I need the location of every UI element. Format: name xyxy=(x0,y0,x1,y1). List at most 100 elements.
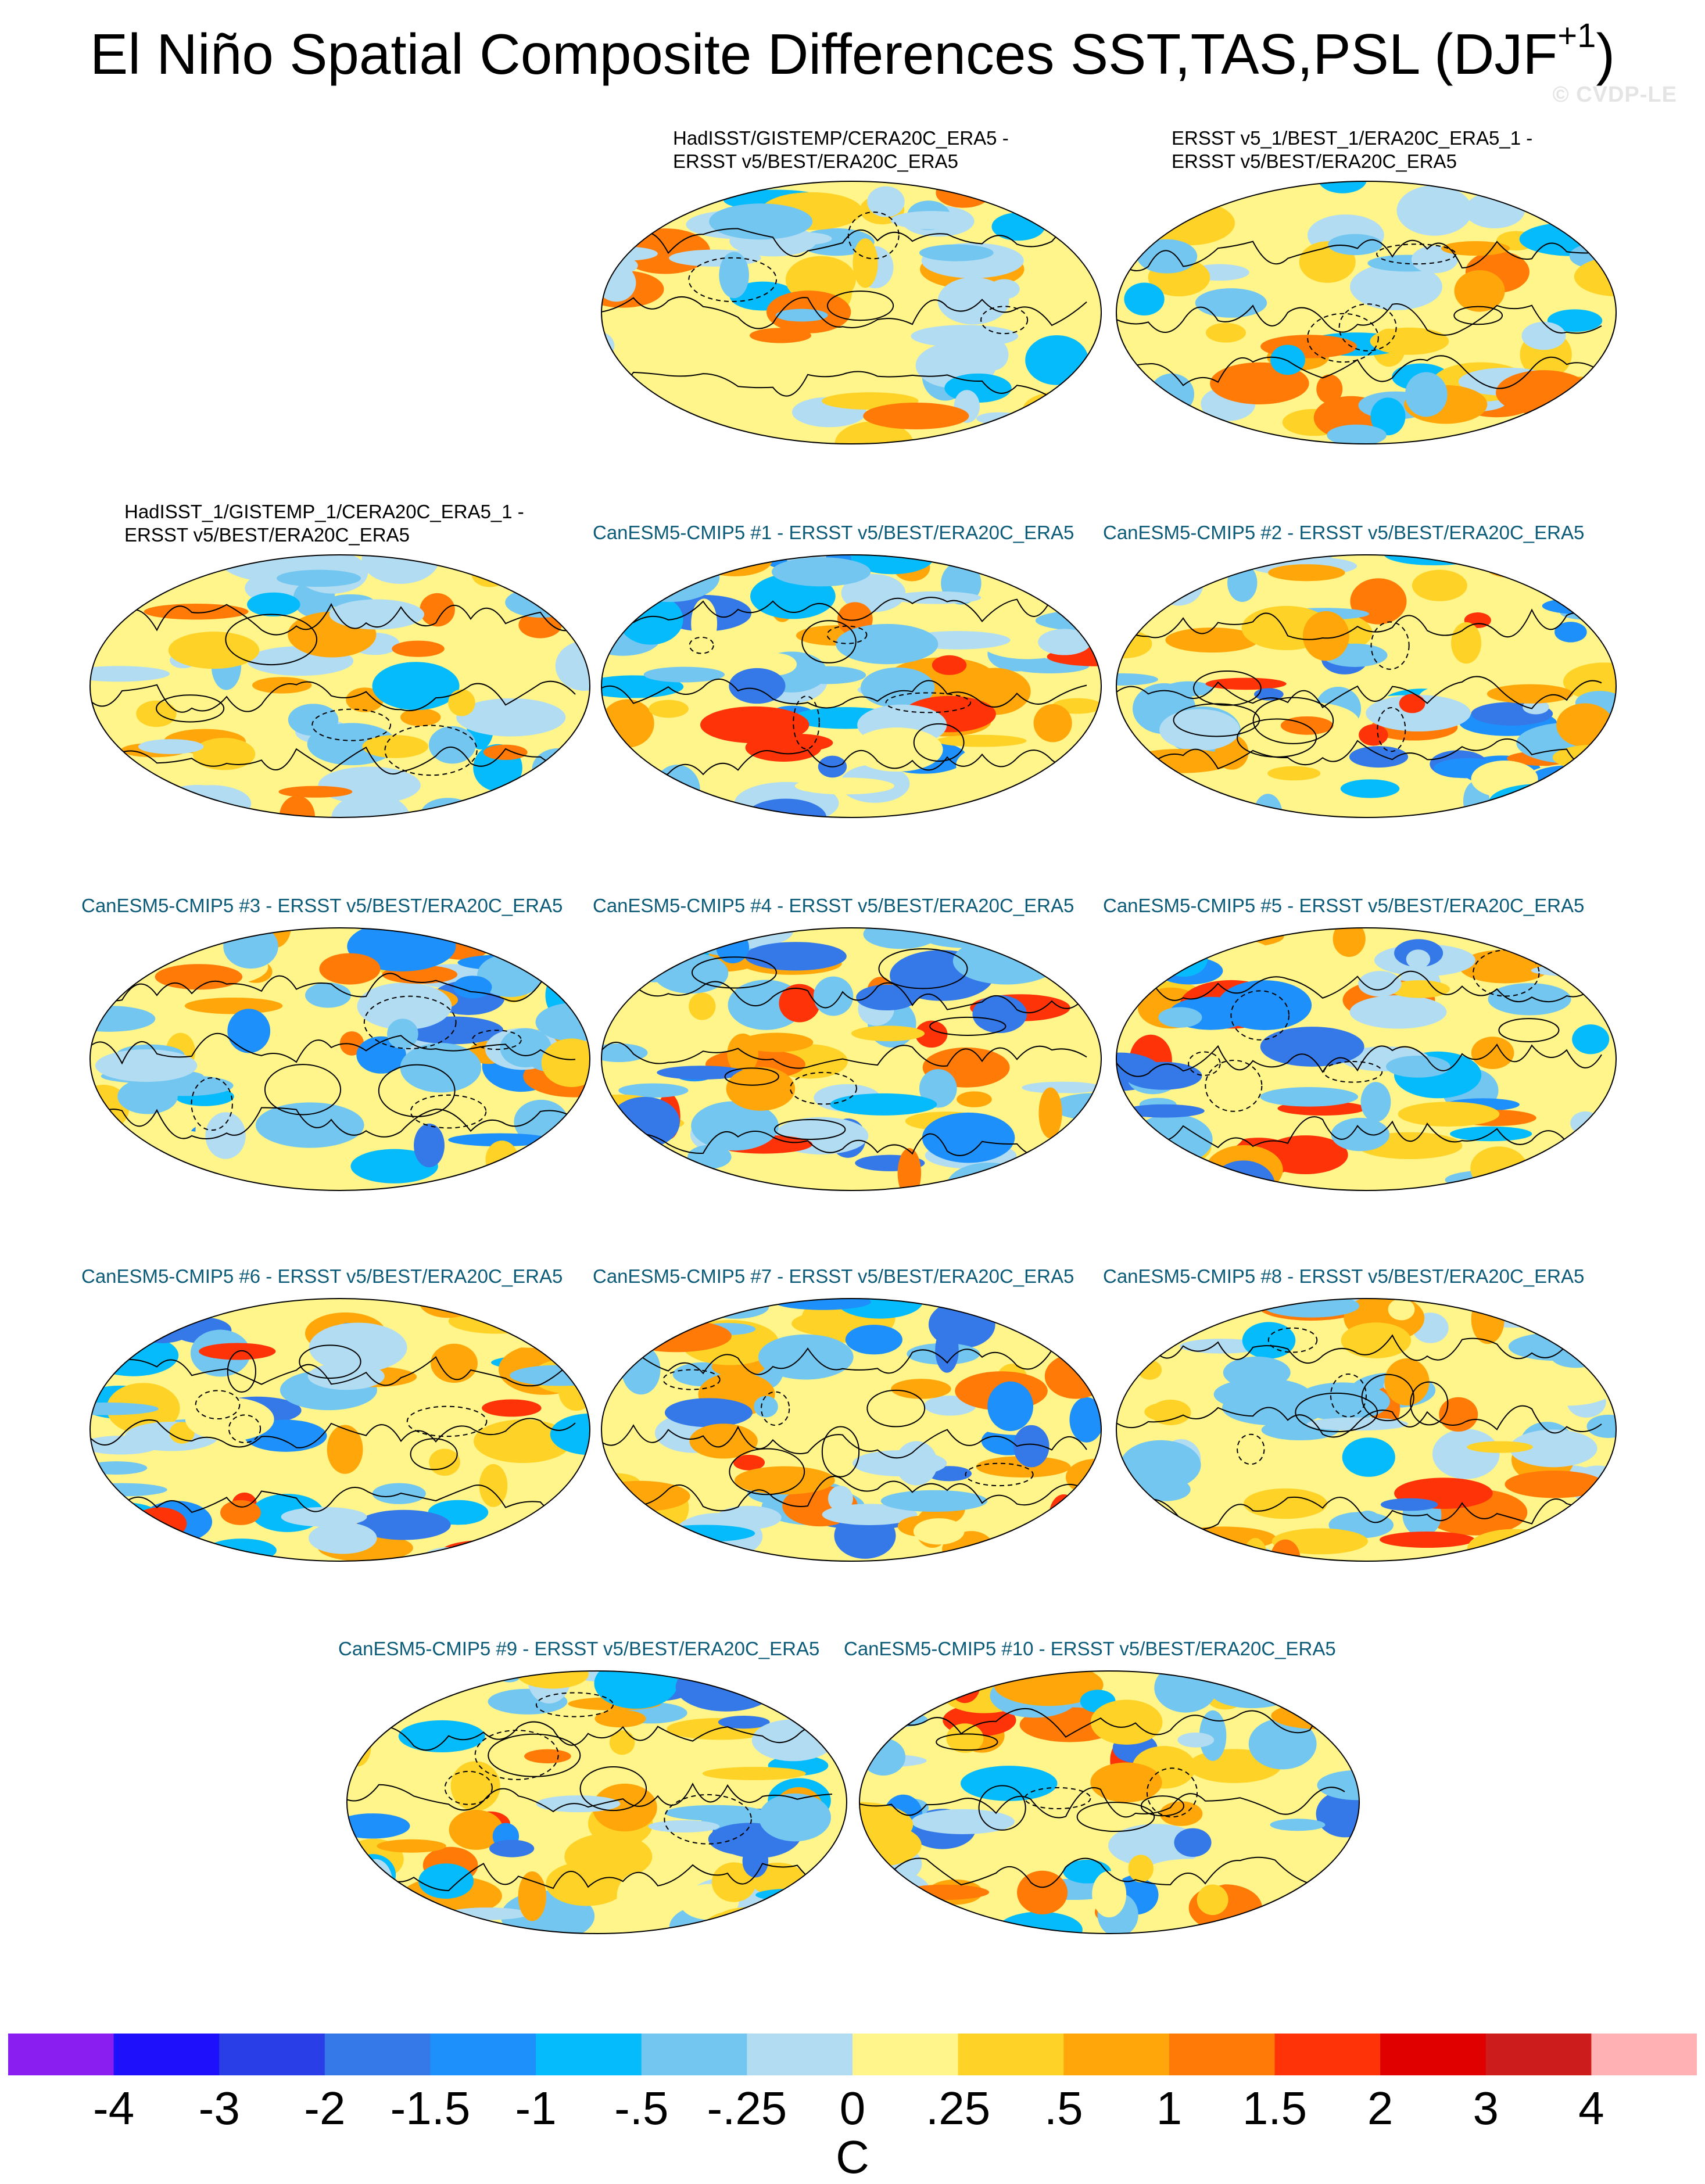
psl-contour xyxy=(1330,1373,1367,1418)
anomaly-patch xyxy=(863,402,969,429)
anomaly-patch xyxy=(1124,282,1165,316)
composite-map xyxy=(601,927,1102,1191)
anomaly-patch xyxy=(860,667,935,708)
anomaly-patch xyxy=(1199,1710,1227,1761)
psl-contour xyxy=(978,1785,1026,1831)
anomaly-patch xyxy=(1486,684,1573,704)
psl-contour xyxy=(859,1787,1345,1819)
anomaly-patch xyxy=(1527,1538,1573,1561)
panel-title-line-1: HadISST_1/GISTEMP_1/CERA20C_ERA5_1 - xyxy=(124,501,524,522)
anomaly-patch xyxy=(771,557,871,587)
anomaly-patch xyxy=(483,928,522,950)
anomaly-patch xyxy=(1124,1061,1202,1090)
anomaly-patch xyxy=(1188,1378,1215,1429)
anomaly-patch xyxy=(744,942,847,971)
anomaly-patch xyxy=(1025,335,1088,385)
anomaly-patch xyxy=(117,1078,178,1114)
anomaly-patch xyxy=(1574,257,1616,297)
anomaly-patch xyxy=(1328,234,1383,256)
anomaly-patch xyxy=(952,937,1060,985)
anomaly-patch xyxy=(1228,1677,1325,1691)
anomaly-patch xyxy=(1496,370,1592,415)
psl-contour xyxy=(90,746,576,775)
anomaly-patch xyxy=(1223,1356,1291,1389)
anomaly-patch xyxy=(751,1719,834,1762)
map-outline xyxy=(89,927,590,1191)
psl-contour xyxy=(859,1856,1345,1888)
anomaly-patch xyxy=(1411,246,1458,274)
anomaly-patch xyxy=(830,1093,937,1116)
anomaly-patch xyxy=(1370,397,1406,436)
anomaly-patch xyxy=(1017,1870,1068,1914)
psl-contour xyxy=(691,956,777,989)
anomaly-patch xyxy=(1253,1908,1330,1932)
psl-contour xyxy=(1116,738,1602,770)
anomaly-patch xyxy=(822,1504,918,1526)
anomaly-patch xyxy=(601,699,654,748)
anomaly-patch xyxy=(828,1486,853,1512)
colorbar-swatch xyxy=(536,2034,642,2075)
panel-title: CanESM5-CMIP5 #9 - ERSST v5/BEST/ERA20C_… xyxy=(338,1638,820,1659)
anomaly-patch xyxy=(851,555,934,575)
colorbar-swatch xyxy=(219,2034,325,2075)
anomaly-patch xyxy=(1128,181,1216,190)
psl-contour xyxy=(790,1071,857,1105)
psl-contour xyxy=(1323,1061,1383,1083)
anomaly-patch xyxy=(851,1025,925,1042)
anomaly-patch xyxy=(227,1009,271,1053)
anomaly-patch xyxy=(136,808,204,817)
psl-contour xyxy=(761,1391,790,1426)
anomaly-patch xyxy=(1509,1429,1597,1468)
anomaly-patch xyxy=(1573,1514,1616,1561)
anomaly-patch xyxy=(859,1912,912,1934)
anomaly-patch xyxy=(972,995,1027,1034)
anomaly-patch xyxy=(90,928,181,959)
anomaly-patch xyxy=(1268,564,1345,582)
composite-map xyxy=(1116,1298,1617,1562)
composite-map xyxy=(1116,554,1617,818)
psl-contour xyxy=(601,371,1087,399)
psl-contour xyxy=(363,995,457,1049)
anomaly-patch xyxy=(1194,928,1284,948)
title-superscript: +1 xyxy=(1557,17,1596,55)
anomaly-patch xyxy=(621,555,720,603)
colorbar-swatch xyxy=(1485,2034,1592,2075)
psl-contour xyxy=(1252,697,1334,744)
anomaly-patch xyxy=(357,982,452,1030)
anomaly-patch xyxy=(1181,1671,1239,1679)
anomaly-patch xyxy=(1176,181,1241,192)
composite-map xyxy=(859,1670,1360,1934)
panel-title: HadISST/GISTEMP/CERA20C_ERA5 - ERSST v5/… xyxy=(673,127,1009,173)
psl-contour xyxy=(601,296,1087,329)
psl-contour xyxy=(826,625,868,644)
anomaly-patch xyxy=(1432,1429,1500,1479)
anomaly-patch xyxy=(643,666,725,683)
watermark: © CVDP-LE xyxy=(1552,83,1677,107)
anomaly-patch xyxy=(448,1133,552,1147)
anomaly-patch xyxy=(420,593,455,627)
anomaly-patch xyxy=(654,1525,755,1542)
anomaly-patch xyxy=(471,561,508,587)
anomaly-patch xyxy=(915,1020,948,1048)
psl-contour xyxy=(1076,1802,1155,1832)
anomaly-patch xyxy=(1470,1146,1528,1190)
anomaly-patch xyxy=(804,1901,834,1930)
anomaly-patch xyxy=(555,641,590,691)
anomaly-patch xyxy=(890,211,973,229)
anomaly-patch xyxy=(919,1069,957,1108)
anomaly-patch xyxy=(541,1038,590,1087)
psl-contour xyxy=(191,1077,233,1131)
panel-title-line-2: ERSST v5/BEST/ERA20C_ERA5 xyxy=(124,524,410,546)
anomaly-patch xyxy=(1075,1178,1101,1190)
composite-map xyxy=(89,1298,590,1562)
anomaly-patch xyxy=(1213,1378,1311,1411)
anomaly-patch xyxy=(1531,964,1616,977)
anomaly-patch xyxy=(1013,1425,1049,1468)
anomaly-patch xyxy=(1542,597,1616,615)
map-outline xyxy=(89,554,590,818)
colorbar-swatch xyxy=(430,2034,536,2075)
anomaly-patch xyxy=(649,700,689,718)
psl-contour xyxy=(913,723,965,762)
anomaly-patch xyxy=(761,1671,847,1712)
psl-contour xyxy=(1410,1381,1449,1426)
